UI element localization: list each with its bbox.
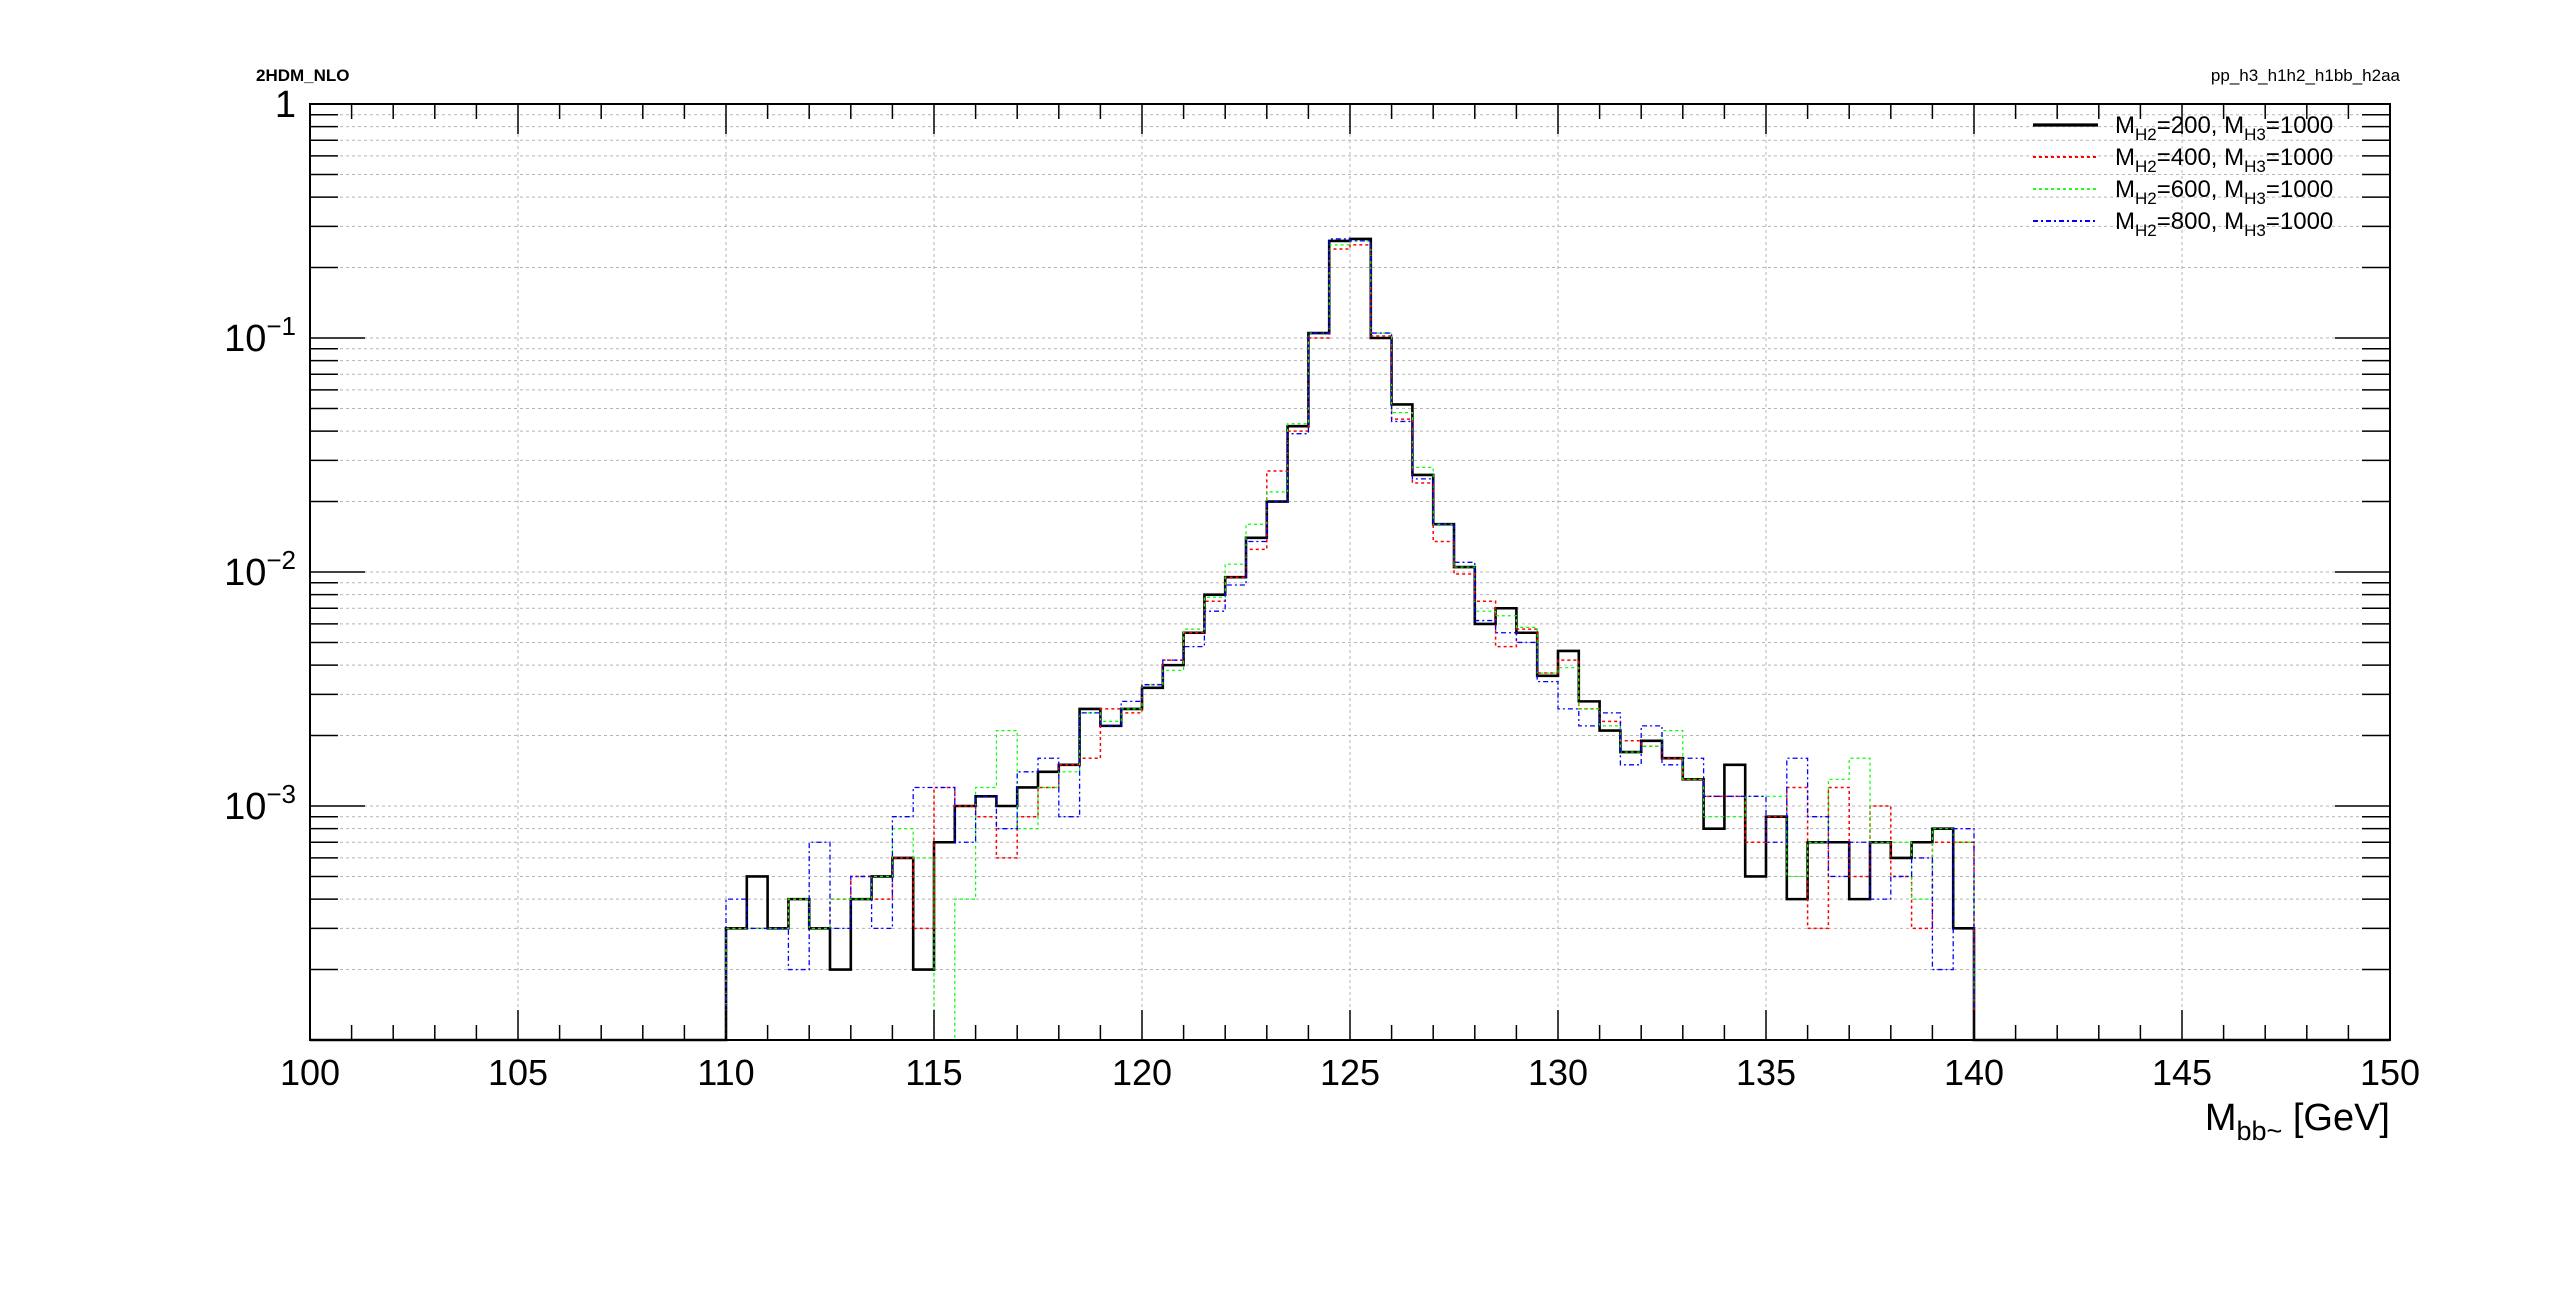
y-tick-label: 10−1 <box>224 311 296 360</box>
legend-entry-4: MH2=800, MH3=1000 <box>2115 208 2333 240</box>
legend-entry-2: MH2=400, MH3=1000 <box>2115 144 2333 176</box>
series-line-4 <box>310 238 2390 1041</box>
y-tick-label: 10−3 <box>224 779 296 828</box>
x-tick-label: 105 <box>488 1052 548 1093</box>
series-line-2 <box>310 244 2390 1041</box>
grid <box>310 104 2390 1040</box>
x-tick-label: 125 <box>1320 1052 1380 1093</box>
x-tick-label: 145 <box>2152 1052 2212 1093</box>
model-label: 2HDM_NLO <box>256 66 350 85</box>
series-group <box>310 237 2390 1042</box>
legend-entry-1: MH2=200, MH3=1000 <box>2115 112 2333 144</box>
x-tick-label: 135 <box>1736 1052 1796 1093</box>
x-tick-label: 140 <box>1944 1052 2004 1093</box>
y-tick-label: 10−2 <box>224 545 296 594</box>
x-axis-title: Mbb~ [GeV] <box>2205 1097 2390 1146</box>
legend-entry-3: MH2=600, MH3=1000 <box>2115 176 2333 208</box>
axes: 100 105 110 115 120 125 130 135 140 145 150 1 10−1 10… <box>224 84 2420 1146</box>
x-tick-label: 130 <box>1528 1052 1588 1093</box>
x-tick-label: 100 <box>280 1052 340 1093</box>
y-tick-label: 1 <box>275 84 296 126</box>
x-tick-label: 120 <box>1112 1052 1172 1093</box>
process-label: pp_h3_h1h2_h1bb_h2aa <box>2210 66 2400 85</box>
x-tick-label: 115 <box>905 1052 962 1093</box>
x-tick-label: 150 <box>2360 1052 2420 1093</box>
x-tick-label: 110 <box>697 1052 754 1093</box>
